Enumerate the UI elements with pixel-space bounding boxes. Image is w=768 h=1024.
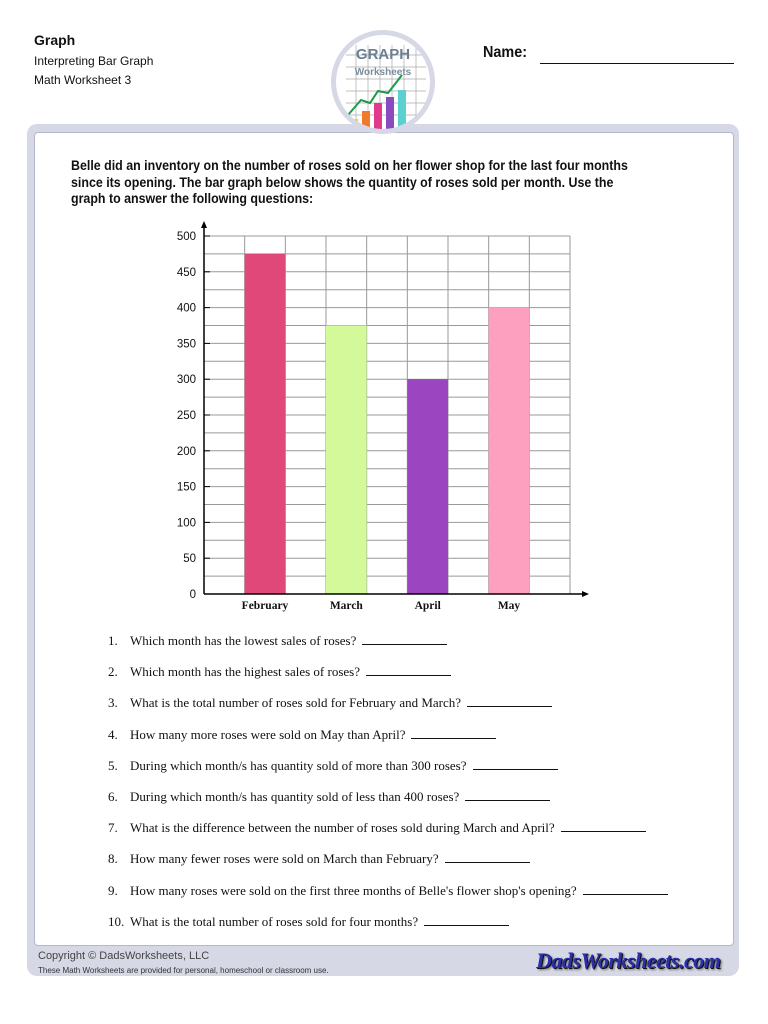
question-text: During which month/s has quantity sold o… — [130, 757, 467, 773]
bar-chart: 0 50 100 150 200 250 300 350 400 450 500 February M… — [177, 221, 589, 612]
question-item: 1. Which month has the lowest sales of ro… — [108, 633, 668, 664]
question-number: 7. — [108, 820, 118, 836]
x-tick-label: February — [242, 600, 289, 612]
worksheet-title: Graph — [34, 32, 76, 48]
question-number: 8. — [108, 851, 118, 867]
dadsworksheets-logo: DadsWorksheets.com — [536, 948, 721, 973]
question-text: What is the total number of roses sold f… — [130, 695, 462, 711]
answer-blank[interactable] — [472, 768, 558, 770]
answer-blank[interactable] — [444, 862, 530, 864]
question-text: How many fewer roses were sold on March … — [130, 851, 439, 867]
question-number: 3. — [108, 695, 118, 711]
question-list: 1. Which month has the lowest sales of ro… — [108, 633, 668, 945]
logo-subtext: Worksheets — [355, 67, 412, 78]
question-text: How many roses were sold on the first th… — [130, 882, 577, 898]
answer-blank[interactable] — [411, 737, 497, 739]
question-item: 6. During which month/s has quantity sold… — [108, 789, 668, 820]
x-tick-label: May — [498, 600, 521, 612]
question-number: 1. — [108, 633, 118, 648]
usage-note: These Math Worksheets are provided for p… — [38, 966, 329, 975]
y-tick-label: 300 — [177, 374, 196, 386]
question-item: 3. What is the total number of roses sold… — [108, 695, 668, 726]
y-tick-label: 200 — [177, 446, 196, 458]
question-text: What is the total number of roses sold f… — [130, 913, 419, 929]
question-text: Which month has the highest sales of ros… — [130, 664, 360, 680]
question-number: 6. — [108, 788, 118, 804]
question-text: During which month/s has quantity sold o… — [130, 788, 460, 804]
question-item: 2. Which month has the highest sales of r… — [108, 664, 668, 695]
question-text: Which month has the lowest sales of rose… — [130, 633, 357, 648]
question-text: How many more roses were sold on May tha… — [130, 726, 406, 742]
answer-blank[interactable] — [582, 893, 668, 895]
y-tick-label: 500 — [177, 231, 196, 243]
bar-march — [326, 325, 367, 594]
y-tick-label: 400 — [177, 303, 196, 315]
x-tick-label: March — [330, 600, 364, 612]
answer-blank[interactable] — [365, 675, 451, 677]
copyright: Copyright © DadsWorksheets, LLC — [38, 950, 210, 962]
worksheet-body — [34, 132, 734, 946]
question-number: 2. — [108, 664, 118, 680]
y-tick-label: 250 — [177, 410, 196, 422]
instructions: Belle did an inventory on the number of … — [71, 158, 628, 206]
answer-blank[interactable] — [424, 924, 510, 926]
question-item: 5. During which month/s has quantity sold… — [108, 758, 668, 789]
y-tick-label: 450 — [177, 267, 196, 279]
y-tick-label: 350 — [177, 338, 196, 350]
answer-blank[interactable] — [467, 706, 553, 708]
question-number: 4. — [108, 726, 118, 742]
question-item: 8. How many fewer roses were sold on Marc… — [108, 851, 668, 882]
x-tick-label: April — [415, 600, 441, 612]
answer-blank[interactable] — [560, 831, 646, 833]
question-item: 9. How many roses were sold on the first … — [108, 883, 668, 914]
question-text: What is the difference between the numbe… — [130, 820, 555, 836]
y-tick-label: 150 — [177, 482, 196, 494]
logo-text: GRAPH — [356, 46, 410, 63]
question-number: 9. — [108, 882, 118, 898]
x-axis-arrow-icon — [582, 591, 589, 597]
y-tick-label: 100 — [177, 517, 196, 529]
bar-april — [407, 379, 448, 594]
y-axis-arrow-icon — [201, 221, 207, 228]
answer-blank[interactable] — [362, 644, 448, 645]
name-label: Name: — [483, 44, 528, 61]
bar-may — [488, 307, 530, 594]
question-number: 10. — [108, 913, 125, 929]
name-field[interactable] — [540, 63, 734, 64]
y-tick-label: 0 — [190, 589, 196, 601]
graph-worksheets-logo: GRAPH Worksheets — [331, 30, 435, 134]
question-item: 4. How many more roses were sold on May t… — [108, 727, 668, 758]
question-item: 10. What is the total number of roses sol… — [108, 914, 668, 945]
question-item: 7. What is the difference between the num… — [108, 820, 668, 851]
worksheet-subtitle: Interpreting Bar Graph — [34, 54, 154, 68]
bar-february — [244, 253, 286, 594]
question-number: 5. — [108, 757, 118, 773]
y-tick-label: 50 — [183, 553, 196, 565]
worksheet-number: Math Worksheet 3 — [34, 73, 132, 87]
answer-blank[interactable] — [465, 799, 551, 801]
